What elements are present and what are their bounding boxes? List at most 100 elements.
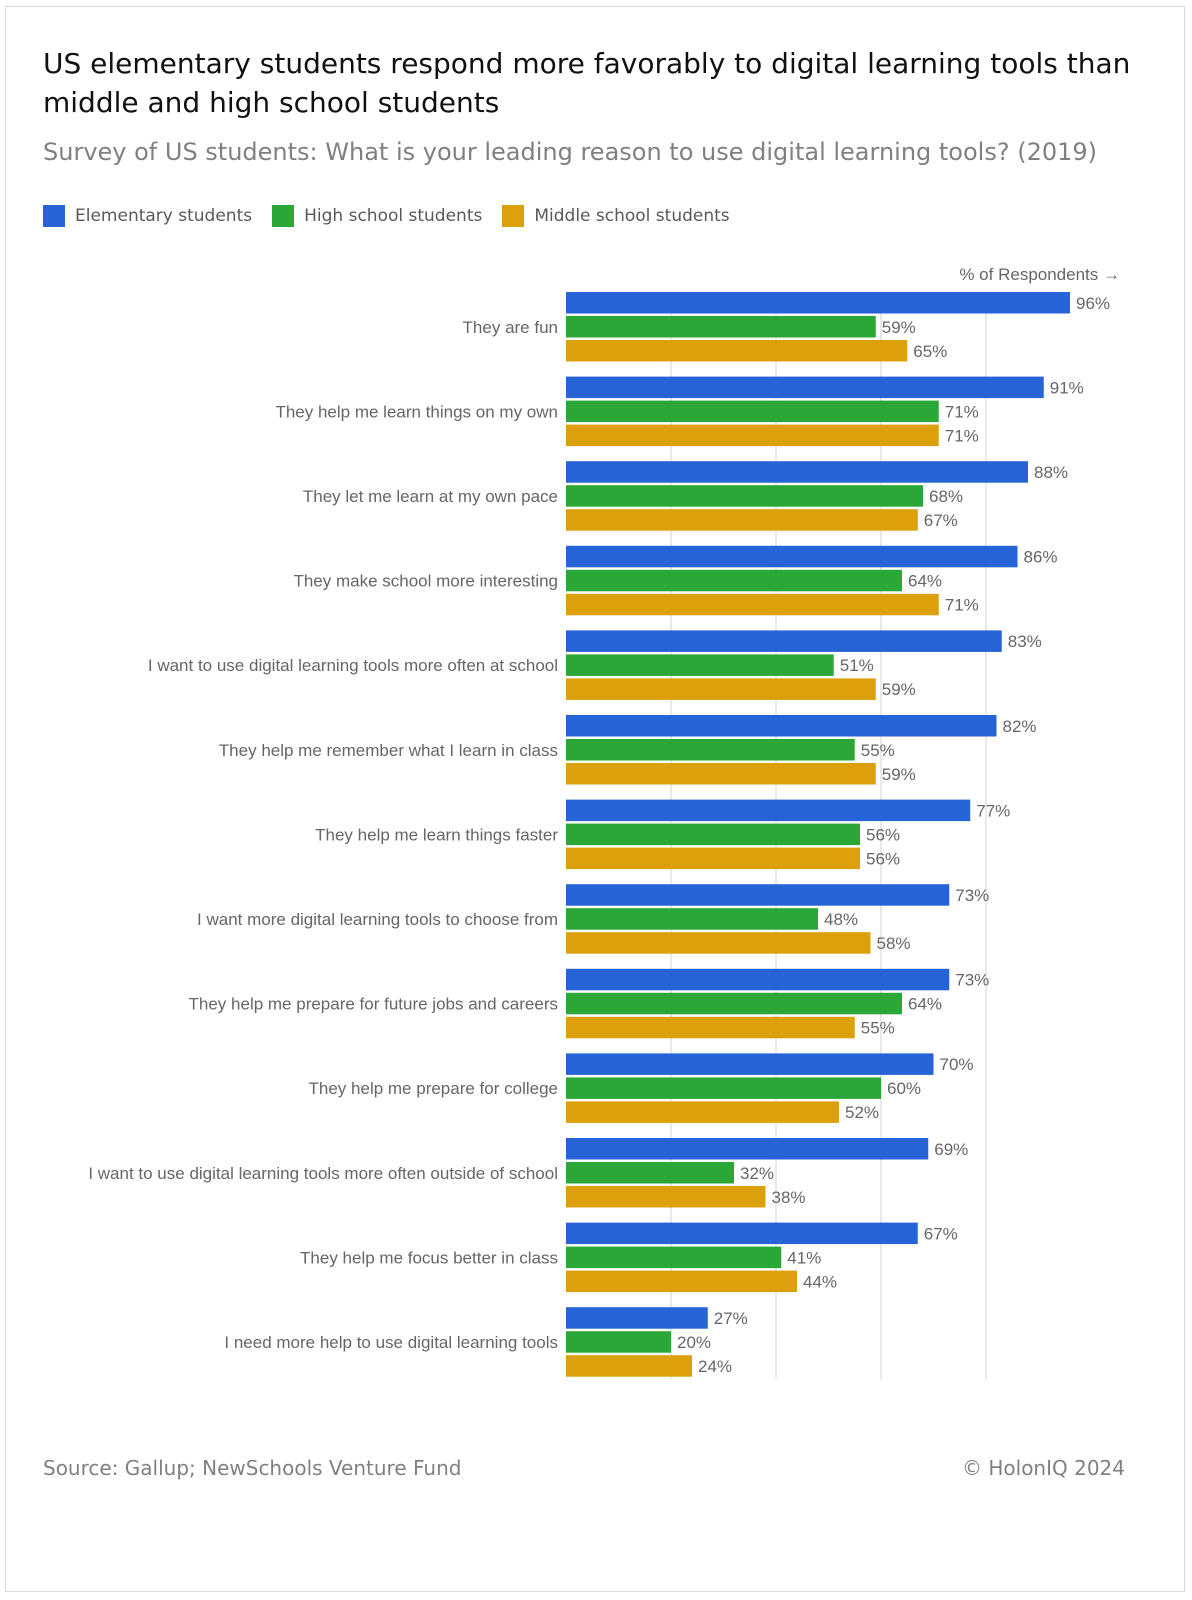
bar-elementary[interactable] [566, 376, 1044, 399]
bar-elementary[interactable] [566, 799, 971, 822]
category-label: They make school more interesting [293, 572, 558, 591]
bar-high-school[interactable] [566, 400, 939, 423]
data-label-elementary: 86% [1024, 548, 1058, 567]
category-label: They let me learn at my own pace [303, 487, 558, 506]
data-label-high-school: 64% [908, 995, 942, 1014]
bar-middle-school[interactable] [566, 1016, 855, 1039]
data-label-middle-school: 38% [772, 1188, 806, 1207]
category-label: They help me prepare for college [309, 1079, 558, 1098]
data-label-middle-school: 24% [698, 1357, 732, 1376]
bar-high-school[interactable] [566, 569, 902, 592]
bar-elementary[interactable] [566, 461, 1028, 483]
data-label-middle-school: 65% [913, 342, 947, 361]
bar-high-school[interactable] [566, 908, 818, 930]
data-label-elementary: 67% [924, 1224, 958, 1243]
bar-high-school[interactable] [566, 823, 860, 846]
category-label: They help me focus better in class [300, 1248, 558, 1267]
chart-title: US elementary students respond more favo… [43, 47, 1131, 119]
legend-item-middle-school[interactable]: Middle school students [502, 205, 730, 227]
data-label-middle-school: 59% [882, 680, 916, 699]
data-label-high-school: 56% [866, 825, 900, 844]
legend-item-high-school[interactable]: High school students [272, 205, 482, 227]
bar-elementary[interactable] [566, 1053, 934, 1075]
data-label-high-school: 32% [740, 1164, 774, 1183]
data-label-middle-school: 71% [945, 596, 979, 615]
bar-middle-school[interactable] [566, 593, 939, 616]
data-label-elementary: 27% [714, 1309, 748, 1328]
legend-label-high-school: High school students [304, 206, 483, 226]
bar-high-school[interactable] [566, 739, 855, 761]
legend-swatch-elementary [43, 205, 65, 227]
data-label-elementary: 82% [1003, 717, 1037, 736]
data-label-high-school: 59% [882, 318, 916, 337]
data-label-middle-school: 56% [866, 849, 900, 868]
data-label-high-school: 71% [945, 402, 979, 421]
bar-middle-school[interactable] [566, 1101, 839, 1123]
data-label-middle-school: 55% [861, 1019, 895, 1038]
category-label: They help me learn things faster [315, 825, 558, 844]
bar-elementary[interactable] [566, 545, 1018, 568]
data-label-high-school: 41% [787, 1248, 821, 1267]
category-label: I want more digital learning tools to ch… [197, 910, 558, 929]
x-axis-label: % of Respondents → [959, 265, 1120, 284]
data-label-elementary: 77% [976, 801, 1010, 820]
bar-middle-school[interactable] [566, 1355, 692, 1377]
data-label-high-school: 68% [929, 487, 963, 506]
bar-high-school[interactable] [566, 992, 902, 1015]
bar-elementary[interactable] [566, 630, 1002, 652]
bar-elementary[interactable] [566, 1138, 929, 1160]
legend-swatch-high-school [272, 205, 295, 227]
category-label: I want to use digital learning tools mor… [88, 1164, 558, 1183]
bar-middle-school[interactable] [566, 509, 918, 531]
bar-high-school[interactable] [566, 485, 923, 507]
category-label: They help me learn things on my own [275, 402, 558, 421]
chart-subtitle: Survey of US students: What is your lead… [43, 138, 1098, 166]
copyright-note: © HolonIQ 2024 [962, 1456, 1125, 1480]
data-label-high-school: 51% [840, 656, 874, 675]
bar-high-school[interactable] [566, 1162, 734, 1184]
bar-elementary[interactable] [566, 715, 997, 737]
category-label: They are fun [463, 318, 558, 337]
data-label-high-school: 64% [908, 572, 942, 591]
data-label-high-school: 60% [887, 1079, 921, 1098]
bar-middle-school[interactable] [566, 424, 939, 447]
data-label-middle-school: 44% [803, 1272, 837, 1291]
data-label-middle-school: 59% [882, 765, 916, 784]
data-label-elementary: 96% [1076, 294, 1110, 313]
data-label-high-school: 55% [861, 741, 895, 760]
legend-label-elementary: Elementary students [75, 206, 253, 226]
bar-elementary[interactable] [566, 968, 950, 991]
bar-high-school[interactable] [566, 1331, 671, 1353]
bar-middle-school[interactable] [566, 1186, 766, 1208]
category-label: I want to use digital learning tools mor… [148, 656, 558, 675]
data-label-elementary: 69% [934, 1140, 968, 1159]
category-label: They help me prepare for future jobs and… [189, 995, 558, 1014]
bar-elementary[interactable] [566, 1307, 708, 1329]
legend-swatch-middle-school [502, 205, 525, 227]
data-label-elementary: 91% [1050, 378, 1084, 397]
bar-middle-school[interactable] [566, 847, 860, 870]
bar-middle-school[interactable] [566, 1270, 797, 1293]
data-label-middle-school: 58% [877, 934, 911, 953]
bar-high-school[interactable] [566, 1077, 881, 1099]
bar-middle-school[interactable] [566, 678, 876, 700]
bar-high-school[interactable] [566, 316, 876, 338]
bar-elementary[interactable] [566, 292, 1070, 314]
bar-elementary[interactable] [566, 884, 950, 906]
bar-middle-school[interactable] [566, 763, 876, 785]
category-label: I need more help to use digital learning… [224, 1333, 558, 1352]
bar-middle-school[interactable] [566, 340, 908, 362]
data-label-middle-school: 67% [924, 511, 958, 530]
bar-high-school[interactable] [566, 654, 834, 676]
data-label-elementary: 73% [955, 971, 989, 990]
data-label-middle-school: 71% [945, 426, 979, 445]
bar-elementary[interactable] [566, 1222, 918, 1245]
legend: Elementary students High school students… [43, 204, 750, 228]
bar-high-school[interactable] [566, 1246, 782, 1269]
data-label-elementary: 88% [1034, 463, 1068, 482]
bar-middle-school[interactable] [566, 932, 871, 954]
legend-item-elementary[interactable]: Elementary students [43, 205, 252, 227]
data-label-high-school: 48% [824, 910, 858, 929]
data-label-elementary: 70% [940, 1055, 974, 1074]
